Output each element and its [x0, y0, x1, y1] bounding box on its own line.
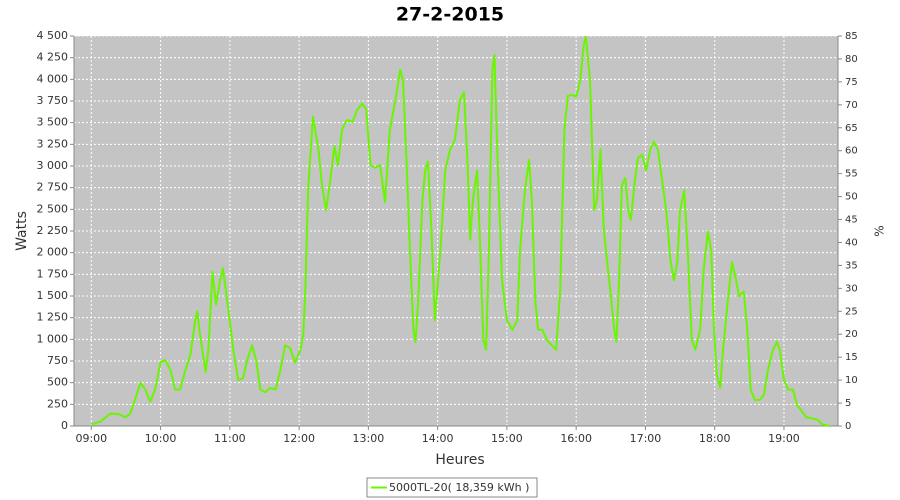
y-tick-label: 2 250	[37, 224, 69, 237]
y-tick-label: 4 250	[37, 51, 69, 64]
y2-tick-label: 40	[845, 237, 858, 248]
chart-title: 27-2-2015	[396, 4, 504, 26]
legend-label: 5000TL-20( 18,359 kWh )	[389, 481, 529, 494]
y-tick-label: 3 250	[37, 137, 69, 150]
y2-axis-label: %	[873, 225, 887, 236]
x-axis-label: Heures	[435, 452, 484, 468]
y-tick-label: 2 500	[37, 202, 69, 215]
y2-tick-label: 75	[845, 77, 858, 88]
x-tick-label: 15:00	[491, 432, 523, 445]
y2-tick-label: 70	[845, 100, 858, 111]
y-tick-label: 500	[47, 376, 68, 389]
y2-tick-label: 0	[845, 421, 851, 432]
y2-tick-label: 60	[845, 146, 858, 157]
y-tick-label: 2 750	[37, 181, 69, 194]
x-tick-label: 09:00	[75, 432, 107, 445]
y-tick-label: 3 500	[37, 116, 69, 129]
y-tick-label: 250	[47, 397, 68, 410]
y-tick-label: 1 250	[37, 311, 69, 324]
y-tick-label: 2 000	[37, 246, 69, 259]
y2-tick-label: 35	[845, 260, 858, 271]
y-tick-label: 4 000	[37, 72, 69, 85]
x-tick-label: 18:00	[699, 432, 731, 445]
y2-tick-label: 50	[845, 192, 858, 203]
y-tick-label: 1 000	[37, 332, 69, 345]
y-tick-label: 1 750	[37, 267, 69, 280]
x-tick-label: 14:00	[422, 432, 454, 445]
y2-tick-label: 10	[845, 375, 858, 386]
y-axis-label: Watts	[14, 211, 30, 251]
x-tick-label: 19:00	[768, 432, 800, 445]
series-line	[91, 35, 830, 427]
y2-tick-label: 30	[845, 283, 858, 294]
y-tick-label: 1 500	[37, 289, 69, 302]
y-tick-label: 4 500	[37, 29, 69, 42]
y2-tick-label: 65	[845, 123, 858, 134]
y2-tick-label: 20	[845, 329, 858, 340]
y-tick-label: 3 750	[37, 94, 69, 107]
x-tick-label: 11:00	[214, 432, 246, 445]
x-tick-label: 16:00	[560, 432, 592, 445]
y-tick-label: 3 000	[37, 159, 69, 172]
y2-tick-label: 80	[845, 54, 858, 65]
y2-tick-label: 85	[845, 31, 858, 42]
x-tick-label: 17:00	[630, 432, 662, 445]
y2-tick-label: 45	[845, 215, 858, 226]
y2-tick-label: 15	[845, 352, 858, 363]
y-tick-label: 0	[61, 419, 68, 432]
x-tick-label: 12:00	[283, 432, 315, 445]
y2-tick-label: 25	[845, 306, 858, 317]
y2-tick-label: 55	[845, 169, 858, 180]
y2-tick-label: 5	[845, 398, 851, 409]
x-tick-label: 10:00	[145, 432, 177, 445]
legend-box	[366, 477, 538, 498]
x-tick-label: 13:00	[353, 432, 385, 445]
y-tick-label: 750	[47, 354, 68, 367]
